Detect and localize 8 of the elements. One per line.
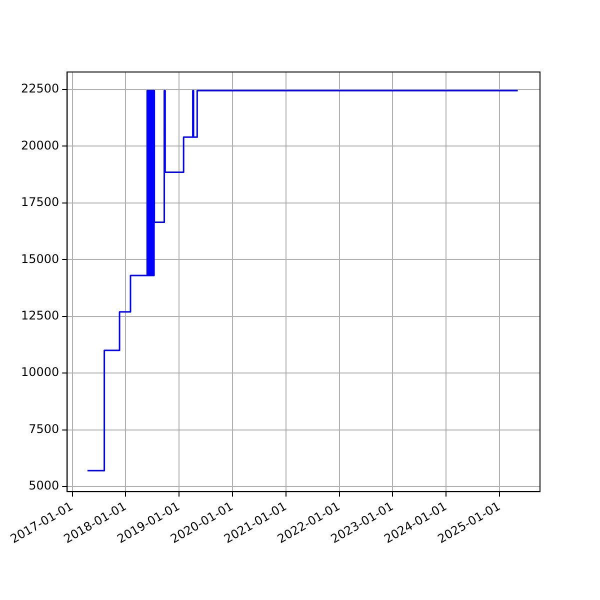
y-tick-label: 5000: [28, 478, 60, 493]
y-tick-label: 17500: [20, 195, 60, 210]
y-tick-label: 7500: [28, 422, 60, 436]
y-tick-label: 22500: [20, 82, 60, 96]
y-tick-label: 10000: [20, 365, 60, 380]
y-tick-label: 20000: [20, 138, 60, 152]
y-tick-label: 15000: [20, 252, 60, 266]
y-tick-label: 12500: [20, 308, 60, 322]
